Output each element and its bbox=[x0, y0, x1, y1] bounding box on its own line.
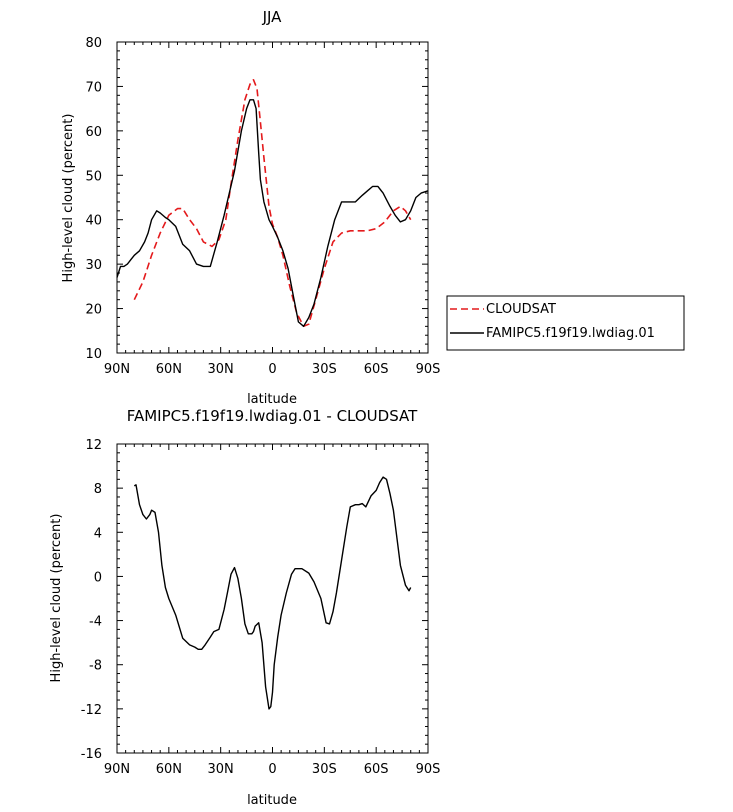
y-tick-label: -8 bbox=[89, 659, 102, 674]
series-line-cloudsat bbox=[133, 79, 412, 328]
panel-top-ylabel: High-level cloud (percent) bbox=[61, 114, 76, 283]
panel-top-title: JJA bbox=[262, 8, 283, 26]
x-tick-label: 0 bbox=[268, 362, 276, 377]
y-tick-label: 70 bbox=[85, 80, 102, 95]
x-tick-label: 90N bbox=[104, 362, 130, 377]
x-tick-label: 30S bbox=[312, 362, 337, 377]
y-tick-label: 40 bbox=[85, 214, 102, 229]
y-tick-label: 0 bbox=[94, 570, 102, 585]
y-tick-label: 8 bbox=[94, 482, 102, 497]
x-tick-label: 90N bbox=[104, 762, 130, 777]
y-tick-label: 20 bbox=[85, 303, 102, 318]
x-tick-label: 30S bbox=[312, 762, 337, 777]
panel-bottom-plot: 90N 60N 30N 0 30S 60S 90S -16 -12 -8 -4 0 4 8 12 bbox=[81, 438, 441, 777]
y-tick-label: -12 bbox=[81, 703, 102, 718]
difference-series-line bbox=[133, 476, 412, 710]
y-tick-label: 50 bbox=[85, 169, 102, 184]
panel-top-xlabel: latitude bbox=[247, 392, 297, 407]
panel-bottom-ylabel: High-level cloud (percent) bbox=[49, 514, 64, 683]
x-tick-label: 60S bbox=[364, 762, 389, 777]
y-tick-label: 4 bbox=[94, 526, 102, 541]
y-tick-label: 30 bbox=[85, 258, 102, 273]
legend-box bbox=[446, 295, 685, 351]
y-tick-label: 10 bbox=[85, 347, 102, 362]
y-tick-label: 60 bbox=[85, 125, 102, 140]
y-tick-label: -16 bbox=[81, 747, 102, 762]
x-tick-label: 30N bbox=[208, 762, 234, 777]
series-line-famipc5-f19f19-lwdiag-01 bbox=[116, 99, 429, 327]
panel-top-plot: 90N 60N 30N 0 30S 60S 90S 10 20 30 40 50 60 70 80 bbox=[85, 36, 440, 377]
panel-top: JJA 90N 60N 30N 0 30S 60S 90S1020304050607080 … bbox=[61, 8, 685, 407]
x-tick-label: 90S bbox=[416, 362, 441, 377]
x-tick-label: 60N bbox=[156, 762, 182, 777]
y-tick-label: 12 bbox=[85, 438, 102, 453]
panel-bottom-title: FAMIPC5.f19f19.lwdiag.01 - CLOUDSAT bbox=[127, 407, 418, 425]
plot-frame bbox=[116, 41, 429, 354]
legend: CLOUDSAT FAMIPC5.f19f19.lwdiag.01 bbox=[446, 295, 685, 351]
panel-bottom-xlabel: latitude bbox=[247, 793, 297, 808]
x-tick-label: 60N bbox=[156, 362, 182, 377]
y-tick-label: 80 bbox=[85, 36, 102, 51]
x-tick-label: 60S bbox=[364, 362, 389, 377]
x-tick-label: 30N bbox=[208, 362, 234, 377]
legend-label-model: FAMIPC5.f19f19.lwdiag.01 bbox=[486, 326, 655, 341]
y-tick-label: -4 bbox=[89, 615, 102, 630]
x-tick-label: 90S bbox=[416, 762, 441, 777]
panel-bottom: FAMIPC5.f19f19.lwdiag.01 - CLOUDSAT 90N 6… bbox=[49, 407, 440, 808]
legend-label-cloudsat: CLOUDSAT bbox=[486, 302, 556, 317]
x-tick-label: 0 bbox=[268, 762, 276, 777]
plot-frame bbox=[116, 443, 429, 754]
